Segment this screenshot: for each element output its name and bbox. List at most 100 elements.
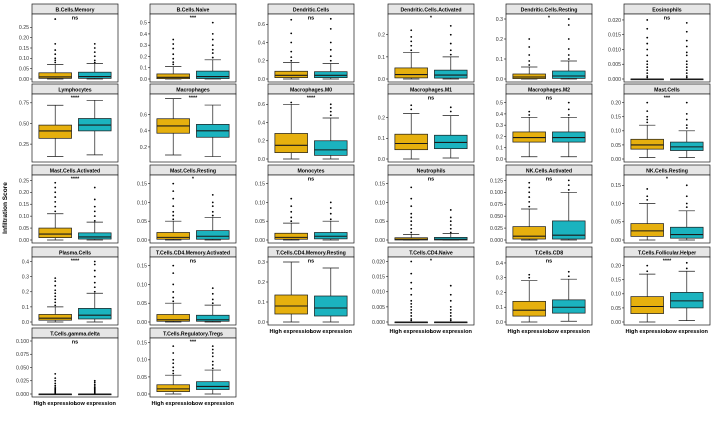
outlier-point xyxy=(685,75,688,77)
y-tick-label: 0.2 xyxy=(22,290,29,296)
significance-label: **** xyxy=(307,96,316,102)
outlier-point xyxy=(646,195,649,198)
y-tick-label: 0.0 xyxy=(258,320,265,326)
outlier-point xyxy=(172,57,175,60)
y-tick-label: 0.3 xyxy=(496,123,503,129)
outlier-point xyxy=(646,66,649,69)
panel-frame xyxy=(505,93,593,163)
outlier-point xyxy=(329,110,332,113)
outlier-point xyxy=(410,220,413,223)
outlier-point xyxy=(449,319,452,322)
outlier-point xyxy=(646,63,649,66)
y-tick-label: 0.0 xyxy=(378,77,385,83)
outlier-point xyxy=(93,275,96,278)
box-high-expression xyxy=(38,72,72,79)
outlier-point xyxy=(54,386,57,389)
y-tick-label: 0.125 xyxy=(490,178,503,184)
outlier-point xyxy=(172,362,175,365)
outlier-point xyxy=(685,101,688,104)
outlier-point xyxy=(54,205,57,208)
panel-title: Mast.Cells xyxy=(654,87,680,93)
panel-title: T.Cells.CD8 xyxy=(535,250,563,256)
outlier-point xyxy=(329,201,332,204)
outlier-point xyxy=(449,299,452,302)
outlier-point xyxy=(528,186,531,189)
outlier-point xyxy=(567,108,570,111)
y-tick-label: 0.00 xyxy=(137,238,147,244)
outlier-point xyxy=(449,305,452,308)
panel-title: Neutrophils xyxy=(417,168,446,174)
y-tick-label: 0.05 xyxy=(611,220,621,226)
box-low-expression xyxy=(552,70,586,79)
outlier-point xyxy=(685,195,688,198)
outlier-point xyxy=(54,181,57,184)
box-high-expression xyxy=(630,296,664,314)
outlier-point xyxy=(646,110,649,112)
y-tick-label: 0.00 xyxy=(19,238,29,244)
outlier-point xyxy=(290,210,293,213)
y-tick-label: 0.15 xyxy=(375,182,385,188)
outlier-point xyxy=(449,216,452,219)
outlier-point xyxy=(329,103,332,106)
y-tick-label: 0.00 xyxy=(611,157,621,163)
panel-title: Eosinophils xyxy=(652,7,682,13)
box-low-expression xyxy=(196,314,230,322)
outlier-point xyxy=(685,113,688,115)
outlier-point xyxy=(54,379,57,382)
y-tick-label: 0.4 xyxy=(258,120,265,126)
significance-label: ns xyxy=(546,96,552,102)
x-group-label: High expression xyxy=(507,329,551,335)
y-tick-label: 0.15 xyxy=(19,202,29,208)
outlier-point xyxy=(449,53,452,56)
outlier-point xyxy=(646,60,649,63)
outlier-point xyxy=(410,299,413,302)
outlier-point xyxy=(93,281,96,284)
outlier-point xyxy=(172,291,175,293)
box-high-expression xyxy=(156,73,190,80)
y-tick-label: 0.1 xyxy=(496,146,503,152)
panel-title: Macrophages.M1 xyxy=(410,87,452,93)
panel-frame xyxy=(267,13,355,83)
box-high-expression xyxy=(274,294,308,315)
box-low-expression xyxy=(78,308,112,320)
y-tick-label: 0.050 xyxy=(490,214,503,220)
outlier-point xyxy=(685,118,688,121)
panel-frame xyxy=(31,337,119,398)
significance-label: * xyxy=(430,259,433,265)
y-tick-label: 0.3 xyxy=(258,260,265,266)
outlier-point xyxy=(211,302,214,305)
outlier-point xyxy=(449,231,452,234)
y-tick-label: 0.15 xyxy=(19,46,29,52)
y-tick-label: 0.05 xyxy=(19,226,29,232)
y-tick-label: 0.75 xyxy=(19,101,29,107)
significance-label: *** xyxy=(190,340,197,346)
box-low-expression xyxy=(670,141,704,151)
y-tick-label: 0.1 xyxy=(258,300,265,306)
outlier-point xyxy=(329,212,332,215)
box-low-expression xyxy=(78,71,112,79)
y-tick-label: 0.15 xyxy=(137,264,147,270)
outlier-point xyxy=(410,315,413,317)
panel-title: Mast.Cells.Resting xyxy=(170,168,216,174)
outlier-point xyxy=(93,210,96,213)
outlier-point xyxy=(329,207,332,209)
box-low-expression xyxy=(434,69,468,79)
y-tick-label: 0.05 xyxy=(137,219,147,225)
outlier-point xyxy=(93,61,96,64)
outlier-point xyxy=(329,107,332,109)
y-tick-label: 0.100 xyxy=(490,190,503,196)
y-tick-label: 0.10 xyxy=(611,129,621,135)
outlier-point xyxy=(449,293,452,296)
outlier-point xyxy=(93,386,96,389)
y-tick-label: 0.4 xyxy=(258,40,265,46)
outlier-point xyxy=(567,54,570,56)
outlier-point xyxy=(410,319,413,322)
y-tick-label: 0.05 xyxy=(137,375,147,381)
y-tick-label: 0.10 xyxy=(19,56,29,62)
significance-label: ns xyxy=(428,96,434,102)
outlier-point xyxy=(54,289,57,292)
outlier-point xyxy=(685,184,688,187)
y-tick-label: 0.00 xyxy=(255,238,265,244)
outlier-point xyxy=(93,198,96,201)
outlier-point xyxy=(449,284,452,287)
